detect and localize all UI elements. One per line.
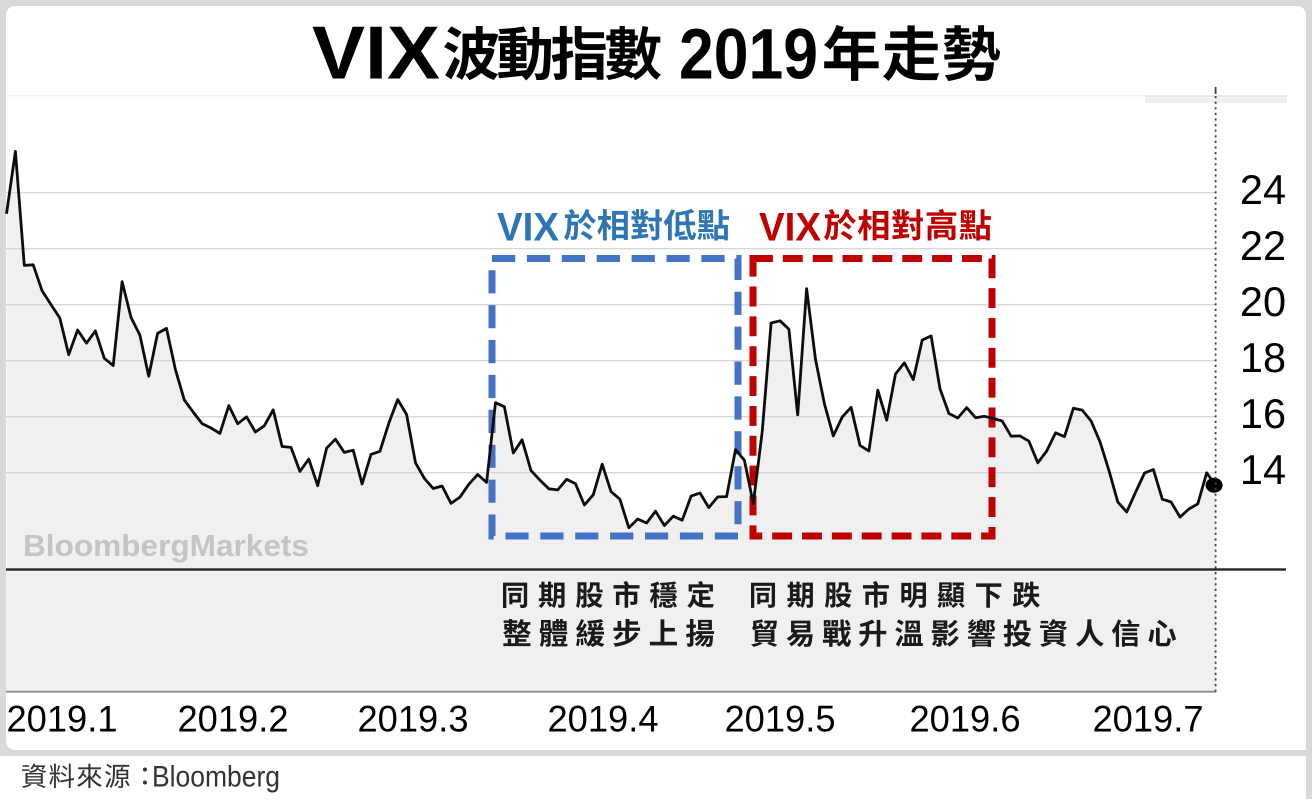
svg-text:2019.2: 2019.2 [178, 699, 289, 740]
svg-text:2019.3: 2019.3 [358, 699, 469, 740]
svg-text:18: 18 [1240, 334, 1286, 381]
svg-text:2019.6: 2019.6 [910, 699, 1021, 740]
svg-text:VIX: VIX [497, 206, 559, 250]
svg-text:20: 20 [1240, 278, 1286, 325]
svg-text:VIX: VIX [759, 206, 821, 250]
svg-text:Bloomberg: Bloomberg [152, 761, 280, 794]
svg-text:2019.7: 2019.7 [1093, 699, 1204, 740]
svg-text:VIX: VIX [312, 11, 440, 95]
svg-text:2019.5: 2019.5 [725, 699, 836, 740]
svg-text:14: 14 [1240, 446, 1286, 493]
svg-text:16: 16 [1240, 390, 1286, 437]
svg-text:22: 22 [1240, 222, 1286, 269]
svg-text:2019.1: 2019.1 [7, 699, 118, 740]
svg-text:24: 24 [1240, 166, 1286, 213]
svg-text:BloombergMarkets: BloombergMarkets [23, 528, 309, 563]
svg-text:2019: 2019 [679, 16, 818, 95]
svg-text:2019.4: 2019.4 [548, 699, 659, 740]
